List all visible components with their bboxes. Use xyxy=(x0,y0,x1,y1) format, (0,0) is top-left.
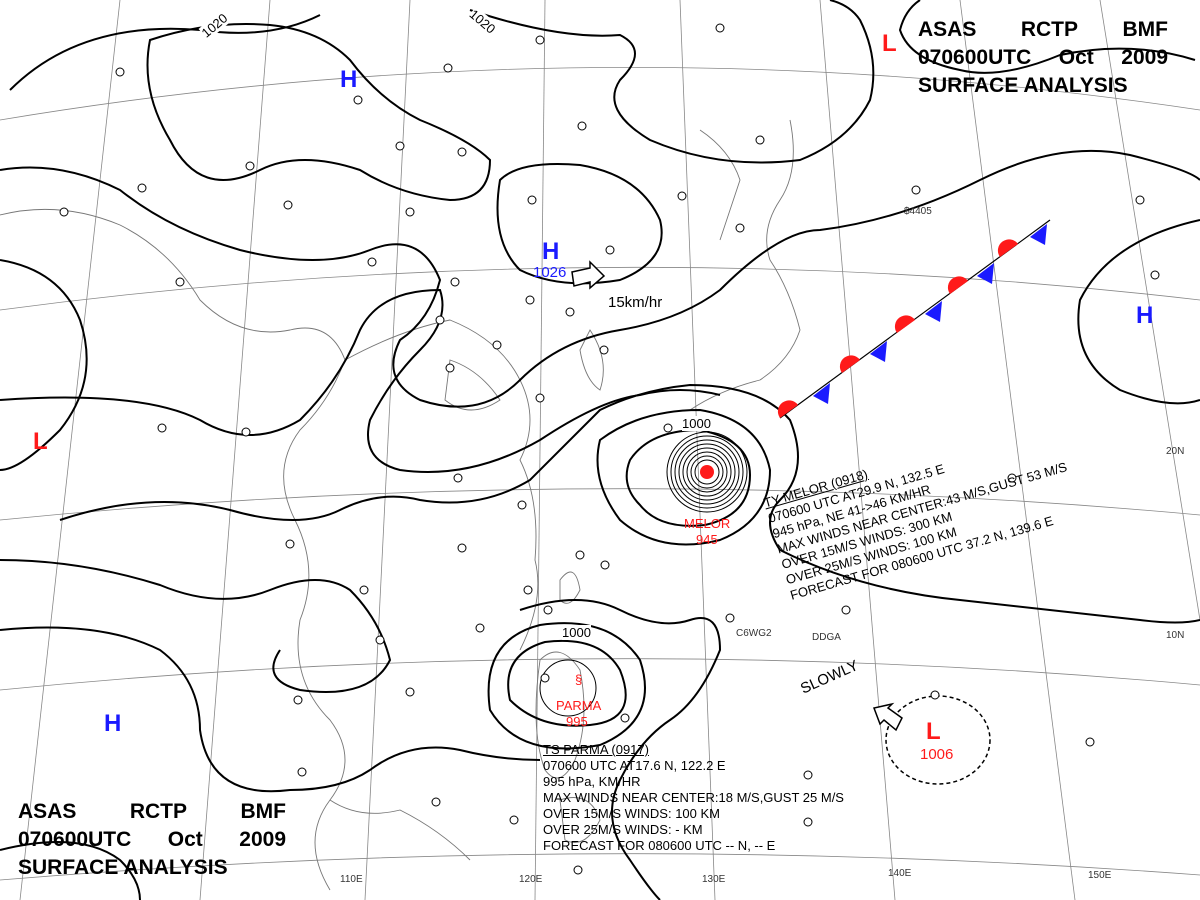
chart-header-top-right: ASAS RCTP BMF 070600UTC Oct 2009 SURFACE… xyxy=(918,16,1168,100)
header-agency: ASAS xyxy=(18,800,77,823)
low-pressure-symbol: L xyxy=(882,30,897,57)
high-pressure-symbol: H xyxy=(104,710,122,737)
isobar-label: 1000 xyxy=(682,416,711,431)
latitude-label: 20N xyxy=(1166,446,1185,457)
header-line-3: SURFACE ANALYSIS xyxy=(18,854,286,882)
typhoon-symbol-melor xyxy=(700,465,714,479)
longitude-label: 120E xyxy=(519,874,543,885)
chart-header-bottom-left: ASAS RCTP BMF 070600UTC Oct 2009 SURFACE… xyxy=(18,798,286,882)
header-year: 2009 xyxy=(239,828,286,851)
info-line: OVER 15M/S WINDS: 100 KM xyxy=(543,806,720,821)
longitude-label: 110E xyxy=(340,874,363,885)
info-line: 070600 UTC AT17.6 N, 122.2 E xyxy=(543,758,726,773)
info-line: FORECAST FOR 080600 UTC -- N, -- E xyxy=(543,838,776,853)
info-line: MAX WINDS NEAR CENTER:18 M/S,GUST 25 M/S xyxy=(543,790,844,805)
info-line: 995 hPa, KM/HR xyxy=(543,774,641,789)
header-month: Oct xyxy=(167,828,203,851)
longitude-label: 140E xyxy=(888,868,912,879)
header-center: RCTP xyxy=(1020,18,1079,41)
high-pressure-symbol: H xyxy=(340,66,358,93)
station-id-label: $4405 xyxy=(904,206,932,217)
storm-info-parma: TS PARMA (0917) 070600 UTC AT17.6 N, 122… xyxy=(543,742,844,854)
station-id-label: C6WG2 xyxy=(736,628,772,639)
isobar-label: 1000 xyxy=(562,625,591,640)
svg-text:§: § xyxy=(575,672,582,687)
low-pressure-symbol: L xyxy=(33,428,48,455)
header-source: BMF xyxy=(1122,18,1169,41)
header-title: SURFACE ANALYSIS xyxy=(18,856,228,879)
typhoon-name-melor: MELOR xyxy=(684,516,731,531)
header-agency: ASAS xyxy=(918,18,977,41)
header-source: BMF xyxy=(240,800,287,823)
station-plots xyxy=(59,23,1160,875)
high-pressure-symbol: H xyxy=(542,238,560,265)
motion-arrow-east xyxy=(571,260,606,290)
header-time: 070600UTC xyxy=(18,828,132,851)
typhoon-name-parma: PARMA xyxy=(556,698,602,713)
header-line-1: ASAS RCTP BMF xyxy=(918,16,1168,44)
typhoon-pressure-parma: 995 xyxy=(566,714,588,729)
info-line: OVER 25M/S WINDS: - KM xyxy=(543,822,703,837)
typhoon-pressure-melor: 945 xyxy=(696,532,718,547)
header-line-2: 070600UTC Oct 2009 xyxy=(918,44,1168,72)
header-center: RCTP xyxy=(129,800,188,823)
high-pressure-symbol: H xyxy=(1136,302,1154,329)
header-time: 070600UTC xyxy=(918,46,1032,69)
header-year: 2009 xyxy=(1121,46,1168,69)
stationary-front xyxy=(777,219,1051,419)
low-pressure-value: 1006 xyxy=(920,746,954,763)
motion-arrow-northwest xyxy=(872,702,903,732)
longitude-label: 130E xyxy=(702,874,726,885)
latitude-label: 10N xyxy=(1166,630,1185,641)
motion-speed-label: 15km/hr xyxy=(608,294,663,311)
header-month: Oct xyxy=(1058,46,1094,69)
low-pressure-symbol: L xyxy=(926,718,941,745)
header-title: SURFACE ANALYSIS xyxy=(918,74,1128,97)
info-line: TS PARMA (0917) xyxy=(543,742,649,757)
header-line-1: ASAS RCTP BMF xyxy=(18,798,286,826)
station-id-label: DDGA xyxy=(812,632,841,643)
storm-symbol-parma: § xyxy=(575,672,582,687)
parma-inner-isobar xyxy=(539,659,597,717)
high-pressure-value: 1026 xyxy=(533,264,567,281)
longitude-label: 150E xyxy=(1088,870,1112,881)
melor-isobars xyxy=(666,431,748,513)
header-line-3: SURFACE ANALYSIS xyxy=(918,72,1168,100)
header-line-2: 070600UTC Oct 2009 xyxy=(18,826,286,854)
